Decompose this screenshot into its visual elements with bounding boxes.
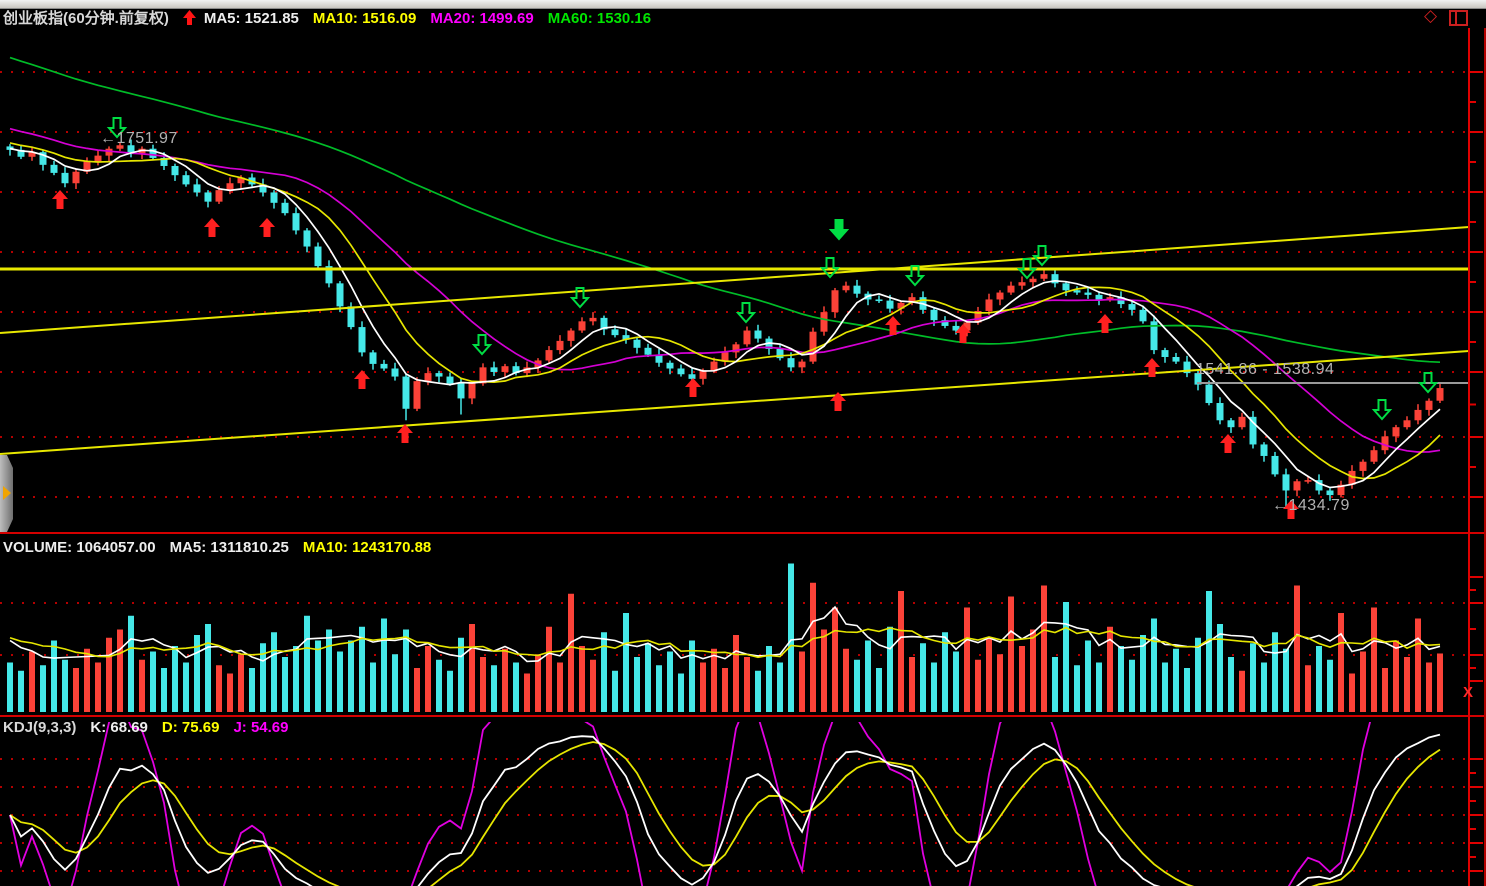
sell-signal-arrow [1031,245,1053,267]
left-panel-handle[interactable] [0,455,13,532]
axis-layer [0,28,1486,886]
buy-signal-arrow [685,378,701,397]
split-window-icon[interactable] [1449,10,1468,26]
low-price-label: ←1434.79 [1272,497,1350,514]
ma20-value: MA20: 1499.69 [430,10,534,27]
ma10-value: MA10: 1516.09 [312,10,417,27]
volume-ma5-value: MA5: 1311810.25 [169,539,289,556]
sell-signal-arrow [904,265,926,287]
volume-value: VOLUME: 1064057.00 [3,539,156,556]
kdj-layer [9,722,1441,886]
trendline-upper-channel [0,226,1469,334]
kdj-k-value: K: 68.69 [90,719,148,736]
window-chrome-strip [0,0,1486,9]
buy-signal-arrow [955,324,971,343]
buy-signal-arrow [1097,314,1113,333]
trendline-lower-channel [0,350,1469,455]
volume-header: VOLUME: 1064057.00 MA5: 1311810.25 MA10: 1… [3,539,445,557]
buy-signal-arrow [259,218,275,237]
signals-layer [52,117,1439,519]
buy-signal-arrow [1144,358,1160,377]
sell-signal-arrow [471,334,493,356]
trend-up-icon [182,10,196,27]
stock-title: 创业板指(60分钟.前复权) [3,10,169,27]
buy-signal-arrow [1220,434,1236,453]
buy-signal-arrow [885,316,901,335]
buy-signal-arrow [830,392,846,411]
buy-signal-arrow [1283,500,1299,519]
kdj-d-value: D: 75.69 [161,719,220,736]
volume-layer [7,563,1443,712]
kdj-j-value: J: 54.69 [233,719,289,736]
kdj-header: KDJ(9,3,3) K: 68.69 D: 75.69 J: 54.69 [3,719,303,737]
peak-price-label: ←1751.97 [100,130,178,147]
sell-signal-arrow [569,287,591,309]
sell-signal-arrow [819,257,841,279]
range-price-label: 1541.86 - 1538.94 [1196,361,1335,378]
expand-arrow-icon [3,486,11,500]
sell-signal-arrow [1417,372,1439,394]
sell-signal-arrow [1371,399,1393,421]
trendlines-layer [0,226,1469,455]
ma-lines-layer [9,56,1441,489]
buy-signal-arrow [397,424,413,443]
buy-signal-arrow [354,370,370,389]
kdj-title: KDJ(9,3,3) [3,719,77,736]
axis-x-label: X [1463,684,1474,701]
corner-icons: ◇ [1424,6,1474,26]
sell-signal-arrow [735,302,757,324]
ma60-value: MA60: 1530.16 [547,10,652,27]
sell-signal-arrow [828,219,850,241]
ma5-value: MA5: 1521.85 [203,10,299,27]
sell-signal-arrow [1016,258,1038,280]
buy-signal-arrow [52,190,68,209]
buy-signal-arrow [204,218,220,237]
volume-ma10-value: MA10: 1243170.88 [302,539,432,556]
main-chart-header: 创业板指(60分钟.前复权) MA5: 1521.85 MA10: 1516.09 M… [3,9,665,29]
diamond-icon[interactable]: ◇ [1424,6,1438,25]
sell-signal-arrow [106,117,128,139]
